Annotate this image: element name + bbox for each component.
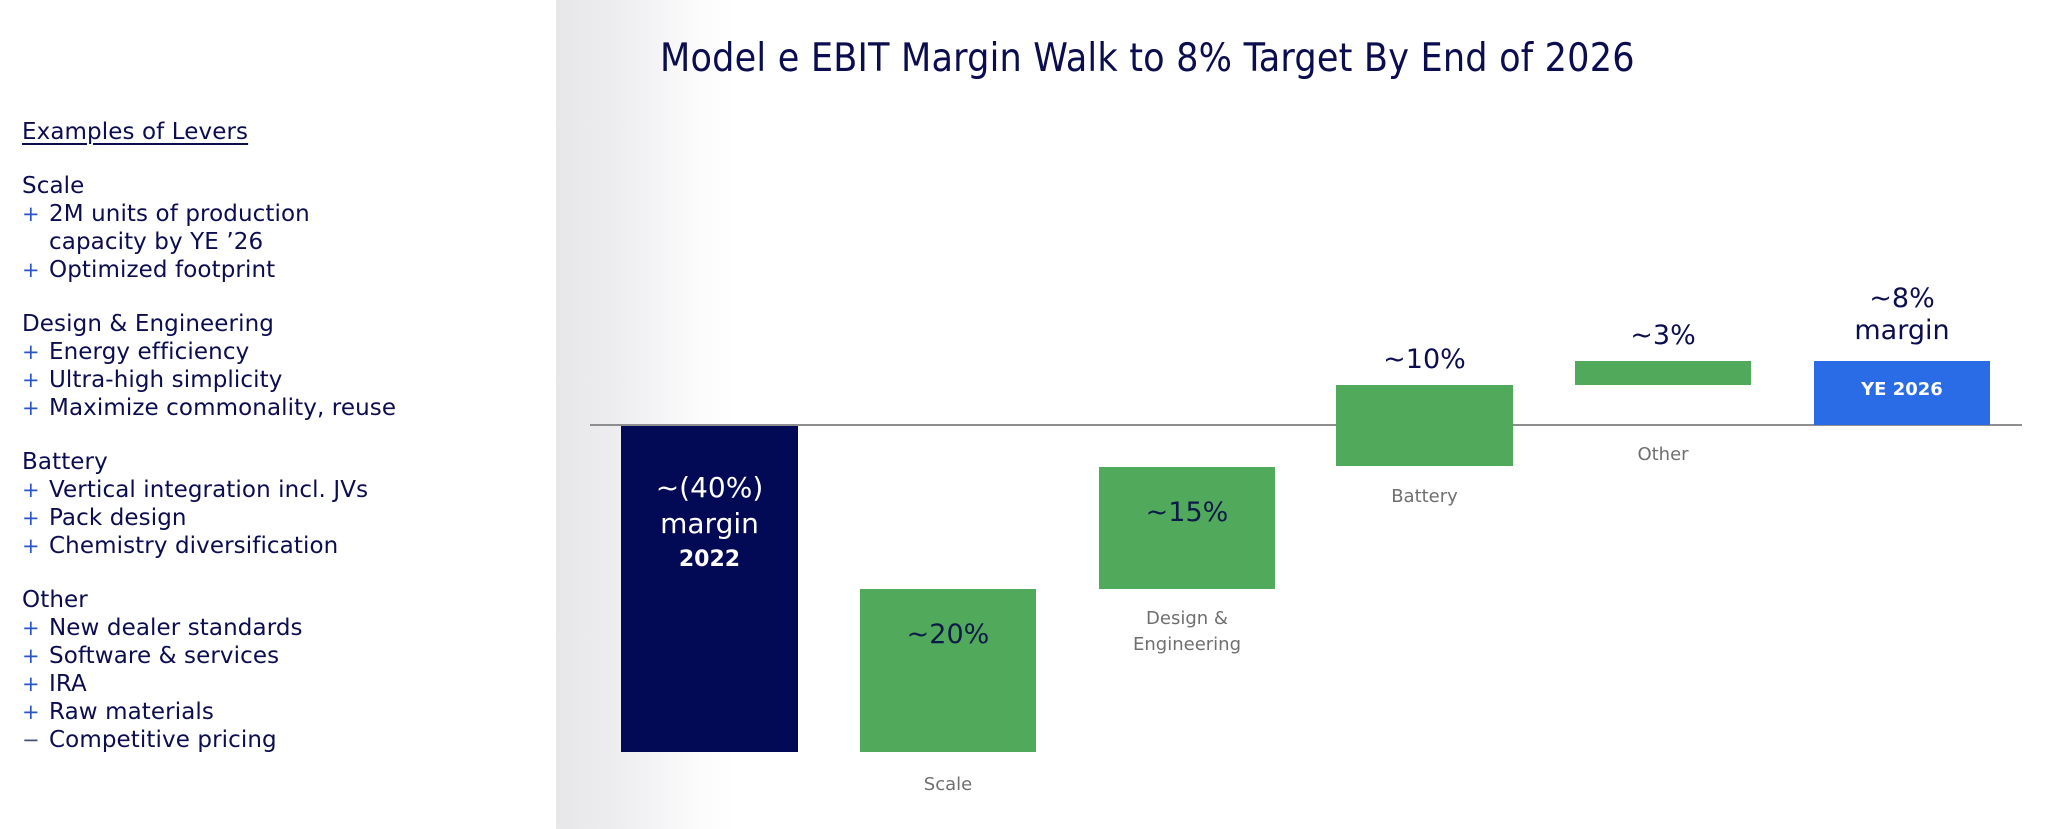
lever-item: + Raw materials	[22, 698, 396, 726]
bar-design-engineering: ~15%	[1099, 467, 1275, 589]
lever-text: Ultra-high simplicity	[49, 367, 283, 393]
lever-text: Software & services	[49, 643, 280, 669]
lever-group-name: Design & Engineering	[22, 311, 274, 337]
lever-item: + Chemistry diversification	[22, 532, 396, 560]
bar-ye-2026-label: YE 2026	[1861, 379, 1943, 400]
lever-text: Raw materials	[49, 699, 214, 725]
lever-item: + 2M units of production capacity by YE …	[22, 200, 396, 256]
levers-list: Examples of Levers Scale + 2M units of p…	[22, 118, 396, 780]
plus-icon: +	[22, 368, 40, 392]
bar-scale: ~20%	[860, 589, 1036, 752]
lever-text: Energy efficiency	[49, 339, 250, 365]
lever-text: IRA	[49, 671, 87, 697]
plus-icon: +	[22, 396, 40, 420]
lever-item: + New dealer standards	[22, 614, 396, 642]
plus-icon: +	[22, 506, 40, 530]
bar-other-value: ~3%	[1630, 320, 1696, 351]
bar-2022: ~(40%) margin 2022	[621, 426, 798, 752]
lever-text-continued: capacity by YE ’26	[49, 229, 264, 255]
bar-2022-year: 2022	[678, 547, 741, 572]
plus-icon: +	[22, 672, 40, 696]
lever-item: − Competitive pricing	[22, 726, 396, 754]
bar-battery-value: ~10%	[1383, 344, 1466, 375]
lever-group-name: Battery	[22, 449, 108, 475]
lever-text: Chemistry diversification	[49, 533, 339, 559]
plus-icon: +	[22, 700, 40, 724]
bar-design-engineering-value: ~15%	[1145, 497, 1229, 528]
lever-item: + Pack design	[22, 504, 396, 532]
plus-icon: +	[22, 478, 40, 502]
category-label-other: Other	[1637, 444, 1689, 465]
lever-item: + IRA	[22, 670, 396, 698]
lever-group-other: Other + New dealer standards + Software …	[22, 586, 396, 754]
lever-text: Pack design	[49, 505, 187, 531]
lever-group-scale: Scale + 2M units of production capacity …	[22, 172, 396, 284]
plus-icon: +	[22, 340, 40, 364]
chart-panel: Model e EBIT Margin Walk to 8% Target By…	[556, 0, 2048, 829]
bar-battery	[1336, 385, 1513, 466]
plus-icon: +	[22, 534, 40, 558]
chart-title: Model e EBIT Margin Walk to 8% Target By…	[660, 36, 1635, 81]
lever-group-name: Other	[22, 587, 88, 613]
zero-baseline	[590, 424, 2022, 426]
lever-item: + Ultra-high simplicity	[22, 366, 396, 394]
lever-text: Vertical integration incl. JVs	[49, 477, 369, 503]
bar-other	[1575, 361, 1751, 385]
lever-text: Optimized footprint	[49, 257, 276, 283]
lever-group-design-engineering: Design & Engineering + Energy efficiency…	[22, 310, 396, 422]
levers-title: Examples of Levers	[22, 119, 249, 145]
lever-group-battery: Battery + Vertical integration incl. JVs…	[22, 448, 396, 560]
lever-text: New dealer standards	[49, 615, 303, 641]
lever-text: Maximize commonality, reuse	[49, 395, 397, 421]
minus-icon: −	[22, 728, 40, 752]
plus-icon: +	[22, 616, 40, 640]
bar-ye-2026: YE 2026	[1814, 361, 1990, 425]
lever-item: + Maximize commonality, reuse	[22, 394, 396, 422]
lever-item: + Optimized footprint	[22, 256, 396, 284]
category-label-battery: Battery	[1391, 486, 1458, 507]
bar-2022-value: ~(40%)	[655, 471, 764, 504]
category-label-scale: Scale	[923, 774, 973, 795]
lever-group-name: Scale	[22, 173, 85, 199]
levers-panel: Examples of Levers Scale + 2M units of p…	[0, 0, 556, 829]
lever-item: + Software & services	[22, 642, 396, 670]
bar-scale-value: ~20%	[906, 619, 990, 650]
bar-ye-2026-value: ~8% margin	[1854, 283, 1950, 346]
lever-item: + Vertical integration incl. JVs	[22, 476, 396, 504]
plus-icon: +	[22, 202, 40, 226]
category-label-design-engineering: Design & Engineering	[1133, 608, 1241, 655]
plus-icon: +	[22, 644, 40, 668]
plus-icon: +	[22, 258, 40, 282]
bar-2022-margin-label: margin	[660, 507, 759, 540]
lever-item: + Energy efficiency	[22, 338, 396, 366]
lever-text: 2M units of production	[49, 201, 310, 227]
lever-text: Competitive pricing	[49, 727, 277, 753]
